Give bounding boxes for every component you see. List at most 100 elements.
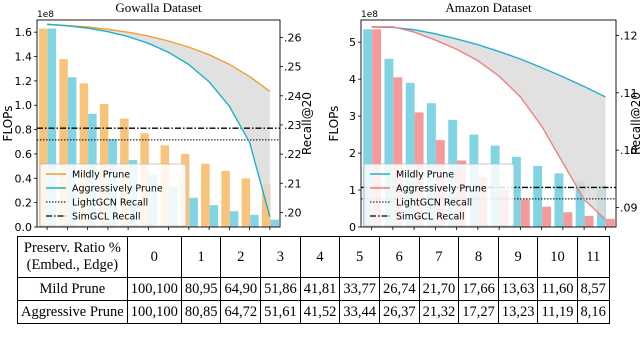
x-tick-label: 1: [389, 230, 396, 232]
bar-aggressive: [393, 77, 403, 227]
bar-mild: [384, 58, 394, 227]
table-cell: 11,19: [537, 300, 578, 324]
x-tick-label: 10: [577, 230, 591, 232]
bar-mild: [39, 28, 48, 227]
bar-mild: [59, 58, 68, 227]
bar-mild: [221, 170, 230, 227]
y-tick-label: 1: [349, 184, 356, 197]
bar-aggressive: [189, 197, 198, 227]
table-cell: 8,57: [576, 277, 610, 301]
bar-aggressive: [250, 214, 259, 227]
degree-cell: 10: [537, 236, 578, 278]
y2-axis-label: Recall@20: [629, 92, 640, 155]
y2-tick-label: .12: [620, 29, 638, 42]
y-tick-label: 2: [349, 147, 356, 160]
legend: Mildly Prune Aggressively Prune LightGCN R…: [363, 163, 515, 227]
y-scale-label: 1e8: [361, 10, 378, 20]
y-tick-label: 0.6: [15, 148, 33, 161]
degree-cell: 3: [260, 236, 301, 278]
y2-axis-label: Recall@20: [300, 92, 314, 155]
bar-mild: [533, 166, 543, 227]
table-cell: 100,100: [126, 300, 182, 324]
table-cell: 41,52: [299, 300, 341, 324]
x-tick-label: 7: [517, 230, 524, 232]
degree-cell: 11: [576, 236, 610, 278]
chart-title: Gowalla Dataset: [115, 0, 202, 15]
bar-mild: [363, 29, 373, 227]
table-cell: 33,77: [339, 277, 380, 301]
x-tick-label: 4: [453, 230, 460, 232]
degree-cell: 0: [126, 236, 182, 278]
degree-cell: 8: [458, 236, 499, 278]
plot-frame: [360, 19, 617, 228]
x-tick-label: 9: [226, 230, 233, 232]
degree-cell: 4: [299, 236, 341, 278]
x-tick-label: 2: [411, 230, 418, 232]
bar-aggressive: [605, 218, 615, 227]
table-cell: 41,81: [299, 277, 341, 301]
x-tick-label: 8: [538, 230, 545, 232]
chart-title: Amazon Dataset: [445, 0, 532, 15]
y-tick-label: 0.8: [15, 124, 33, 137]
legend-label: SimGCL Recall: [396, 212, 465, 223]
y-tick-label: 0.2: [15, 197, 33, 210]
bar-aggressive: [67, 77, 77, 228]
table-cell: 51,61: [260, 300, 301, 324]
legend-box: [39, 163, 187, 227]
x-tick-label: 0: [44, 230, 51, 232]
x-tick-label: 11: [598, 230, 612, 232]
plot-frame: [36, 19, 281, 228]
y-tick-label: 5: [349, 36, 356, 49]
x-tick-label: 2: [84, 230, 91, 232]
legend: Mildly Prune Aggressively Prune LightGCN R…: [39, 163, 187, 227]
legend-label: LightGCN Recall: [72, 198, 148, 209]
amazon-chart: 0 1 2 3 4 5 .09 .10 .11 .12 0 1 2 3 4 5 6 7 8 9 10 11 Amazon D…: [327, 0, 640, 232]
x-tick-label: 8: [206, 230, 213, 232]
degree-cell: 5: [339, 236, 380, 278]
recall-curve-mild: [371, 26, 606, 98]
y2-tick-label: .22: [284, 148, 302, 161]
bar-aggressive: [584, 215, 594, 227]
y-tick-label: 4: [349, 73, 356, 86]
table-row-aggressive: Aggressive Prune 100,100 80,85 64,72 51,…: [17, 300, 610, 324]
bar-mild: [554, 173, 564, 227]
recall-curve-mild: [47, 23, 271, 92]
y-tick-label: 0.0: [15, 221, 33, 232]
x-tick-label: 5: [474, 230, 481, 232]
table-header-line2: (Embed., Edge): [26, 257, 119, 273]
y2-tick-label: .24: [284, 90, 302, 103]
preservation-ratio-table: Preserv. Ratio % (Embed., Edge) 0 1 2 3 …: [17, 236, 610, 324]
y-scale-label: 1e8: [37, 10, 54, 20]
table-cell: 64,90: [220, 277, 262, 301]
table-cell: 8,16: [576, 300, 610, 324]
bar-aggressive: [270, 219, 279, 227]
bar-mild: [79, 83, 89, 227]
bar-mild: [201, 163, 210, 227]
table-cell: 17,66: [458, 277, 499, 301]
y2-tick-label: .20: [284, 206, 302, 219]
gowalla-chart: 0.0 0.2 0.4 0.6 0.8 1.0 1.2 1.4 1.6 .20 .21 .22 .23.…: [1, 0, 314, 232]
legend-label: Mildly Prune: [72, 170, 130, 181]
recall-curve-aggressive: [371, 26, 606, 221]
table-row-mild: Mild Prune 100,100 80,95 64,90 51,86 41,…: [17, 277, 610, 301]
charts-figure: 0.0 0.2 0.4 0.6 0.8 1.0 1.2 1.4 1.6 .20 .21 .22 .23.…: [1, 0, 640, 232]
table-cell: 21,32: [418, 300, 460, 324]
table-cell: 80,95: [180, 277, 222, 301]
bar-mild: [511, 156, 521, 227]
y2-tick-label: .10: [620, 144, 638, 157]
table-header-label: Preserv. Ratio % (Embed., Edge): [17, 236, 128, 278]
y-tick-label: 1.6: [15, 26, 33, 39]
bar-aggressive: [542, 206, 552, 227]
table-cell: 11,60: [537, 277, 578, 301]
degree-cell: 1: [180, 236, 222, 278]
y-axis-label: FLOPs: [327, 106, 341, 142]
y2-tick-label: .21: [284, 177, 302, 190]
degree-cell: 2: [220, 236, 262, 278]
x-tick-label: 5: [145, 230, 152, 232]
legend-label: Mildly Prune: [396, 170, 454, 181]
y2-tick-label: .09: [620, 202, 638, 215]
x-tick-label: 11: [263, 230, 277, 232]
degree-cell: 7: [418, 236, 460, 278]
recall-gap-area: [47, 24, 270, 217]
legend-label: LightGCN Recall: [396, 198, 472, 209]
